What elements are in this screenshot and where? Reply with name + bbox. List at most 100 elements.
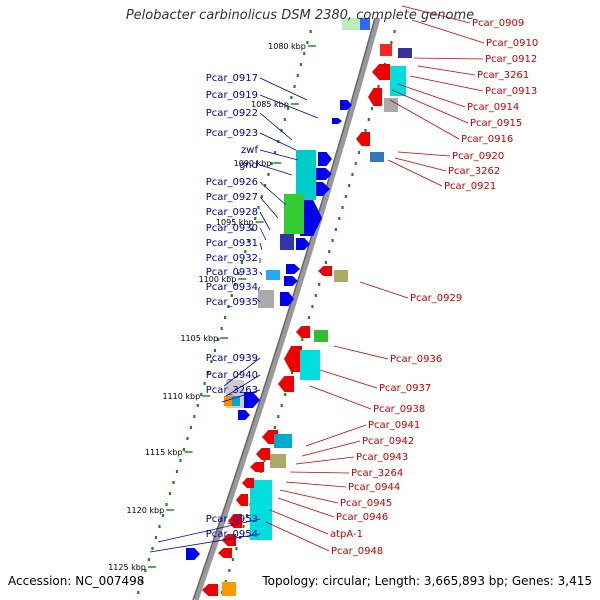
- label-connector: [259, 77, 308, 101]
- label-connector: [255, 297, 261, 303]
- gene-label-right: Pcar_0946: [336, 512, 388, 523]
- label-connector: [223, 357, 261, 387]
- track-dot: [217, 338, 220, 341]
- label-connector: [265, 521, 330, 552]
- gene-box: [370, 152, 384, 162]
- gene-label-left: Pcar_0935: [206, 297, 258, 308]
- genome-backbone: [192, 17, 381, 600]
- track-dot: [144, 569, 147, 572]
- track-dot: [341, 206, 344, 209]
- track-dot: [240, 261, 243, 264]
- gene-label-right: Pcar_0942: [362, 436, 414, 447]
- track-dot: [286, 107, 290, 110]
- track-dot: [151, 547, 154, 550]
- track-dot: [354, 162, 357, 165]
- track-dot: [370, 107, 374, 110]
- red-gene: [356, 132, 370, 146]
- label-connectors: [149, 5, 485, 553]
- blue-gene: [280, 292, 294, 306]
- gene-box: [232, 396, 240, 406]
- track-dot: [250, 228, 253, 231]
- gene-box: [296, 150, 316, 200]
- track-dot: [193, 415, 196, 418]
- track-dot: [393, 30, 396, 33]
- track-dot: [309, 30, 312, 33]
- label-connector: [259, 242, 263, 251]
- red-gene: [368, 88, 382, 106]
- gene-label-right: Pcar_3264: [351, 468, 403, 479]
- track-dot: [324, 261, 327, 264]
- track-dot: [277, 415, 280, 418]
- label-connector: [394, 157, 447, 172]
- label-connector: [359, 281, 409, 299]
- track-dot: [203, 382, 206, 385]
- gene-label-left: Pcar_0932: [206, 253, 258, 264]
- gene-label-left: Pcar_0934: [206, 282, 258, 293]
- gene-label-left: Pcar_0954: [206, 529, 258, 540]
- tick-label: 1120 kbp: [126, 506, 164, 515]
- track-dot: [165, 503, 168, 506]
- label-connector: [259, 164, 293, 176]
- track-dot: [314, 294, 317, 297]
- gene-label-left: Pcar_0917: [206, 73, 258, 84]
- red-gene: [284, 346, 302, 372]
- gene-label-left: Pcar_0940: [206, 370, 258, 381]
- track-dot: [390, 41, 393, 44]
- tick-label: 1115 kbp: [145, 448, 183, 457]
- gene-label-right: Pcar_0938: [373, 404, 425, 415]
- label-connector: [259, 227, 267, 241]
- label-connector: [289, 471, 350, 474]
- red-gene: [242, 478, 254, 488]
- blue-gene: [284, 276, 298, 286]
- label-connector: [157, 518, 261, 543]
- label-connector: [225, 374, 261, 397]
- track-dot: [196, 404, 199, 407]
- track-dot: [344, 195, 347, 198]
- gene-label-right: Pcar_0914: [467, 102, 519, 113]
- gene-label-right: Pcar_0920: [452, 151, 504, 162]
- gene-label-right: Pcar_0937: [379, 383, 431, 394]
- track-dot: [328, 250, 331, 253]
- track-dot: [175, 470, 179, 473]
- track-dot: [306, 41, 309, 44]
- label-connector: [277, 497, 335, 518]
- gene-label-right: Pcar_0944: [348, 482, 400, 493]
- gene-box: [222, 582, 236, 596]
- track-dot: [213, 349, 216, 352]
- gene-label-left: gnd: [239, 160, 258, 171]
- gene-box: [384, 98, 398, 112]
- track-dot: [301, 338, 304, 341]
- track-dot: [223, 316, 227, 319]
- label-connector: [259, 271, 263, 276]
- blue-gene: [312, 182, 330, 196]
- tick-label: 1100 kbp: [199, 275, 237, 284]
- track-dot: [224, 580, 227, 583]
- label-connector: [149, 533, 261, 553]
- gene-label-right: Pcar_0916: [461, 134, 513, 145]
- tick-label: 1090 kbp: [234, 159, 272, 168]
- gene-label-right: Pcar_0943: [356, 452, 408, 463]
- gene-label-right: Pcar_0910: [486, 38, 538, 49]
- dot-tracks: [137, 30, 396, 594]
- gene-box: [270, 454, 286, 468]
- kbp-ticks: 1080 kbp 1085 kbp 1090 kbp 1095 kbp 1100 kbp…: [108, 42, 316, 572]
- track-dot: [318, 283, 321, 286]
- track-dot: [179, 459, 182, 462]
- track-dot: [220, 327, 223, 330]
- label-connector: [221, 389, 261, 403]
- gene-box: [250, 480, 272, 540]
- track-dot: [206, 371, 210, 374]
- blue-gene: [316, 168, 332, 180]
- blue-gene: [318, 152, 332, 166]
- topology-text: Topology: circular; Length: 3,665,893 bp…: [262, 574, 592, 588]
- red-gene: [218, 548, 232, 558]
- track-dot: [303, 52, 306, 55]
- label-connector: [257, 286, 261, 291]
- red-gene: [222, 534, 236, 546]
- gene-box: [380, 44, 392, 56]
- label-connector: [259, 211, 271, 231]
- label-connector: [301, 440, 361, 457]
- label-connector: [333, 345, 389, 360]
